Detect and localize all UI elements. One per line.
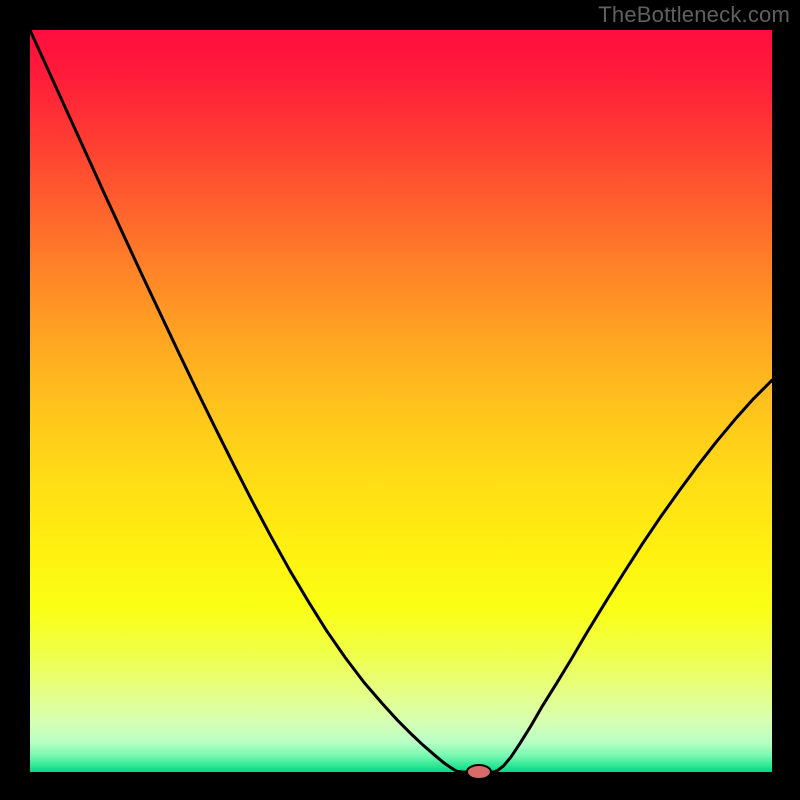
bottleneck-chart xyxy=(0,0,800,800)
chart-stage: TheBottleneck.com xyxy=(0,0,800,800)
optimal-point-marker xyxy=(467,765,491,779)
watermark-text: TheBottleneck.com xyxy=(598,2,790,28)
gradient-plot-area xyxy=(30,30,772,772)
